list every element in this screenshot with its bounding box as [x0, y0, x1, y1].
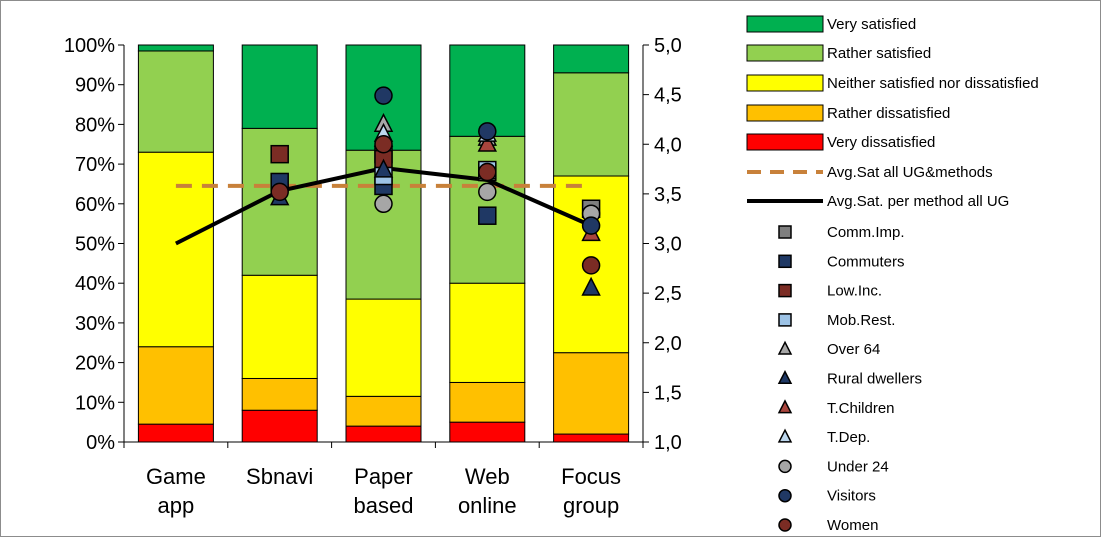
marker-under-24	[478, 182, 497, 202]
bar-very-dissatisfied	[345, 425, 422, 443]
legend-label-rather-dissatisfied: Rather dissatisfied	[827, 105, 950, 122]
marker-women	[374, 135, 393, 154]
marker-women	[478, 162, 497, 182]
x-category-label: based	[354, 493, 414, 518]
y-left-tick-label: 0%	[86, 432, 115, 454]
y-right-tick-label: 5,0	[654, 35, 682, 57]
y-right-tick-label: 4,0	[654, 134, 682, 156]
marker-visitors	[374, 86, 393, 105]
marker-commuters	[478, 206, 497, 225]
bar-very-satisfied	[241, 44, 318, 129]
legend-marker-t-children	[777, 399, 793, 414]
bar-neither-satisfied-nor-dissatisfied	[137, 151, 214, 348]
legend-swatch-neither-satisfied-nor-dissatisfied	[746, 74, 824, 92]
bar-rather-dissatisfied	[553, 352, 630, 435]
y-left-tick-label: 30%	[75, 313, 115, 335]
legend-marker-low-inc	[778, 283, 792, 298]
marker-t-children	[477, 132, 498, 152]
legend-swatch-rather-satisfied	[746, 44, 824, 62]
y-left-tick-label: 100%	[64, 35, 115, 57]
legend-label-rather-satisfied: Rather satisfied	[827, 45, 931, 62]
marker-rural-dwellers	[373, 158, 394, 178]
y-left-tick-label: 50%	[75, 234, 115, 256]
legend-swatch-very-dissatisfied	[746, 133, 824, 151]
y-right-tick-label: 3,0	[654, 234, 682, 256]
y-right-tick-label: 2,0	[654, 333, 682, 355]
marker-visitors	[478, 122, 497, 141]
y-left-tick-label: 10%	[75, 392, 115, 414]
x-category-label: Game	[146, 464, 206, 489]
marker-women	[270, 182, 289, 202]
bar-rather-dissatisfied	[241, 377, 318, 411]
y-right-tick-label: 2,5	[654, 283, 682, 305]
bar-very-dissatisfied	[137, 423, 214, 443]
y-right-tick-label: 1,0	[654, 432, 682, 454]
legend-marker-t-dep	[777, 428, 793, 443]
legend-label-under-24: Under 24	[827, 458, 889, 475]
legend-label-over-64: Over 64	[827, 341, 880, 358]
marker-visitors	[581, 216, 601, 235]
bar-rather-dissatisfied	[449, 381, 526, 423]
legend-label-avg-sat-per-method: Avg.Sat. per method all UG	[827, 193, 1009, 210]
y-left-tick-label: 90%	[75, 75, 115, 97]
legend-marker-commuters	[778, 254, 792, 269]
x-category-label: online	[458, 493, 517, 518]
x-category-label: group	[563, 493, 619, 518]
legend-marker-over-64	[777, 340, 793, 355]
legend-marker-under-24	[778, 459, 792, 474]
legend-marker-visitors	[778, 488, 792, 503]
bar-rather-dissatisfied	[137, 346, 214, 425]
x-category-label: Paper	[354, 464, 413, 489]
y-left-tick-label: 40%	[75, 273, 115, 295]
x-category-label: Sbnavi	[246, 464, 313, 489]
bar-very-satisfied	[553, 44, 630, 74]
legend-label-visitors: Visitors	[827, 488, 876, 505]
y-right-tick-label: 3,5	[654, 184, 682, 206]
marker-under-24	[374, 194, 393, 214]
bar-rather-satisfied	[137, 50, 214, 153]
legend-marker-mob-rest	[778, 313, 792, 327]
marker-rural-dwellers	[581, 276, 601, 296]
bar-very-dissatisfied	[449, 421, 526, 443]
legend-swatch-very-satisfied	[746, 15, 824, 33]
legend-label-avg-sat-all: Avg.Sat all UG&methods	[827, 164, 993, 181]
y-right-tick-label: 1,5	[654, 382, 682, 404]
legend-label-comm-imp: Comm.Imp.	[827, 224, 905, 241]
bar-very-dissatisfied	[241, 409, 318, 443]
legend-label-women: Women	[827, 517, 878, 534]
legend-label-very-dissatisfied: Very dissatisfied	[827, 134, 935, 151]
x-category-label: Focus	[561, 464, 621, 489]
legend-label-rural-dwellers: Rural dwellers	[827, 371, 922, 388]
legend-label-low-inc: Low.Inc.	[827, 283, 882, 300]
bar-very-dissatisfied	[553, 433, 630, 443]
legend-swatch-rather-dissatisfied	[746, 104, 824, 122]
bar-neither-satisfied-nor-dissatisfied	[345, 298, 422, 397]
x-category-label: app	[158, 493, 195, 518]
legend-marker-women	[778, 518, 792, 532]
y-left-tick-label: 20%	[75, 353, 115, 375]
bar-rather-satisfied	[553, 72, 630, 177]
bar-very-satisfied	[449, 44, 526, 137]
legend-label-very-satisfied: Very satisfied	[827, 16, 916, 33]
bar-rather-dissatisfied	[345, 395, 422, 427]
legend-label-t-children: T.Children	[827, 400, 895, 417]
marker-women	[581, 256, 601, 275]
bar-neither-satisfied-nor-dissatisfied	[449, 282, 526, 383]
legend-label-t-dep: T.Dep.	[827, 429, 870, 446]
x-category-label: Web	[465, 464, 510, 489]
bar-neither-satisfied-nor-dissatisfied	[241, 274, 318, 379]
legend-marker-comm-imp	[778, 225, 792, 239]
marker-low-inc	[270, 144, 289, 164]
legend-label-mob-rest: Mob.Rest.	[827, 312, 895, 329]
legend-label-commuters: Commuters	[827, 253, 905, 270]
y-left-tick-label: 70%	[75, 154, 115, 176]
legend-label-neither-satisfied-nor-dissatisfied: Neither satisfied nor dissatisfied	[827, 75, 1039, 92]
legend-marker-rural-dwellers	[777, 369, 793, 385]
bar-very-satisfied	[137, 44, 214, 52]
y-right-tick-label: 4,5	[654, 85, 682, 107]
y-left-tick-label: 80%	[75, 114, 115, 136]
y-left-tick-label: 60%	[75, 194, 115, 216]
